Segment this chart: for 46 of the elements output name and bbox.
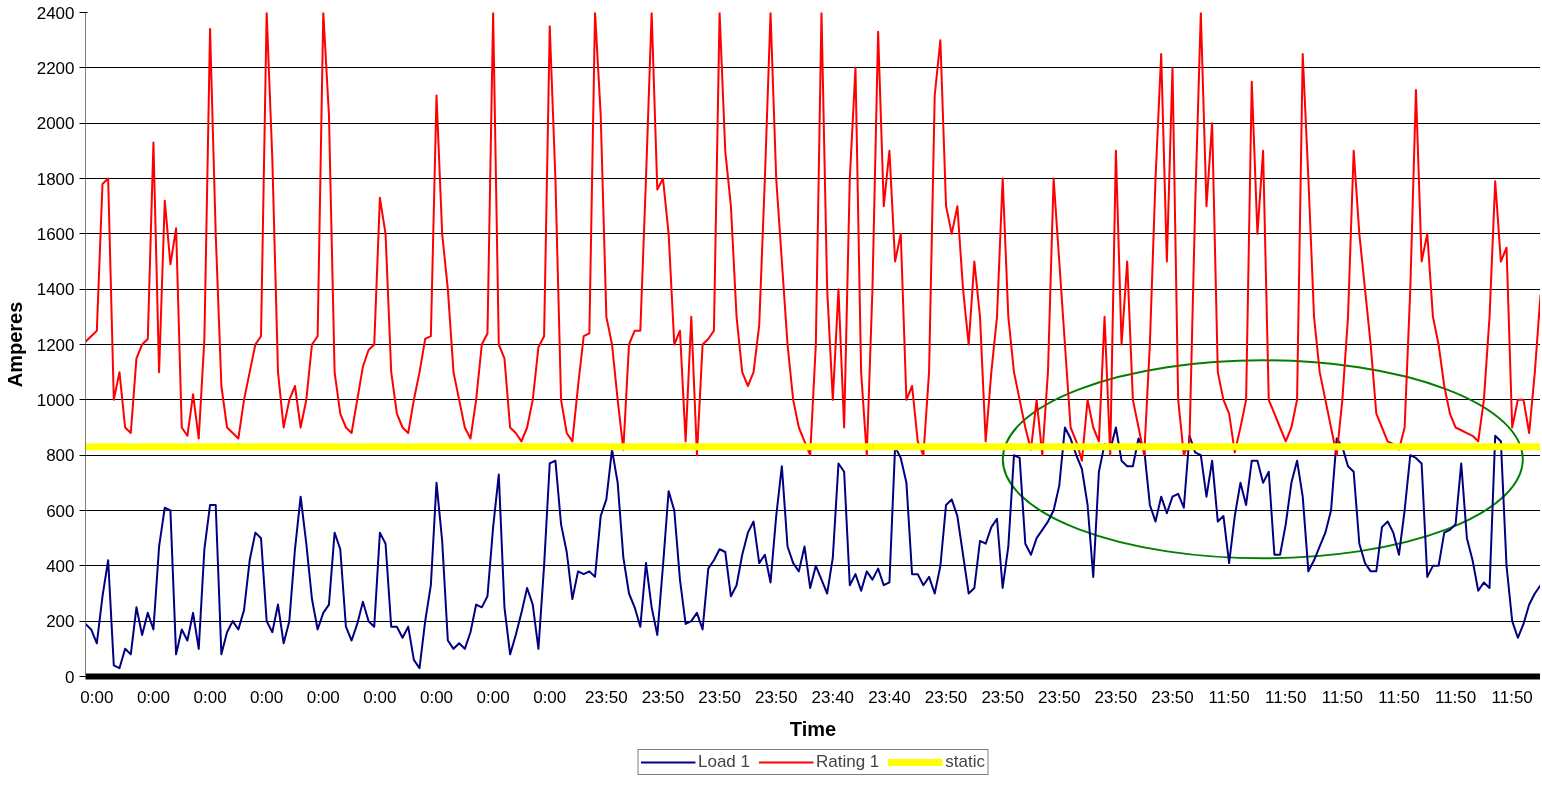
x-tick-label: 23:50: [641, 687, 685, 707]
y-tick-label: 400: [46, 556, 75, 576]
x-tick-label: 0:00: [476, 687, 510, 707]
x-tick-label: 0:00: [250, 687, 284, 707]
y-tick-label: 1200: [36, 335, 75, 355]
x-tick-label: 23:40: [811, 687, 855, 707]
x-tick-label: 23:50: [585, 687, 628, 707]
y-tick-label: 1400: [36, 280, 75, 300]
x-tick-label: 0:00: [533, 687, 567, 707]
x-tick-label: 0:00: [306, 687, 340, 707]
y-tick-label: 200: [46, 612, 75, 632]
x-tick-label: 0:00: [363, 687, 397, 707]
x-tick-label: 11:50: [1208, 687, 1250, 707]
x-tick-label: 23:50: [981, 687, 1024, 707]
y-tick-label: 2200: [36, 58, 75, 78]
legend-label: Load 1: [697, 752, 750, 772]
x-tick-label: 23:50: [754, 687, 798, 707]
y-tick-label: 2400: [36, 3, 75, 23]
x-tick-label: 23:50: [698, 687, 741, 707]
y-tick-label: 2000: [36, 114, 75, 134]
legend-label: static: [945, 752, 986, 772]
y-tick-label: 800: [46, 446, 75, 466]
y-axis-title: Amperes: [3, 301, 26, 388]
x-tick-label: 11:50: [1321, 687, 1363, 707]
x-tick-label: 11:50: [1265, 687, 1307, 707]
x-tick-label: 23:40: [868, 687, 911, 707]
x-tick-label: 23:50: [1038, 687, 1081, 707]
x-tick-label: 23:50: [1094, 687, 1138, 707]
y-tick-label: 0: [65, 667, 75, 687]
x-tick-label: 11:50: [1491, 687, 1533, 707]
legend-label: Rating 1: [815, 752, 880, 772]
x-tick-label: 23:50: [1151, 687, 1194, 707]
y-tick-label: 1800: [36, 169, 75, 189]
x-tick-label: 0:00: [419, 687, 454, 707]
line-series: [85, 426, 1540, 670]
x-tick-label: 23:50: [924, 687, 968, 707]
y-tick-label: 1600: [36, 224, 75, 244]
x-tick-label: 0:00: [80, 687, 114, 707]
x-tick-label: 0:00: [136, 687, 170, 707]
x-tick-label: 11:50: [1434, 687, 1477, 707]
line-series: [85, 12, 1540, 462]
x-tick-label: 11:50: [1378, 687, 1420, 707]
y-tick-label: 600: [46, 501, 75, 521]
y-tick-label: 1000: [36, 390, 75, 410]
x-tick-label: 0:00: [193, 687, 227, 707]
x-axis-title: Time: [789, 717, 837, 740]
